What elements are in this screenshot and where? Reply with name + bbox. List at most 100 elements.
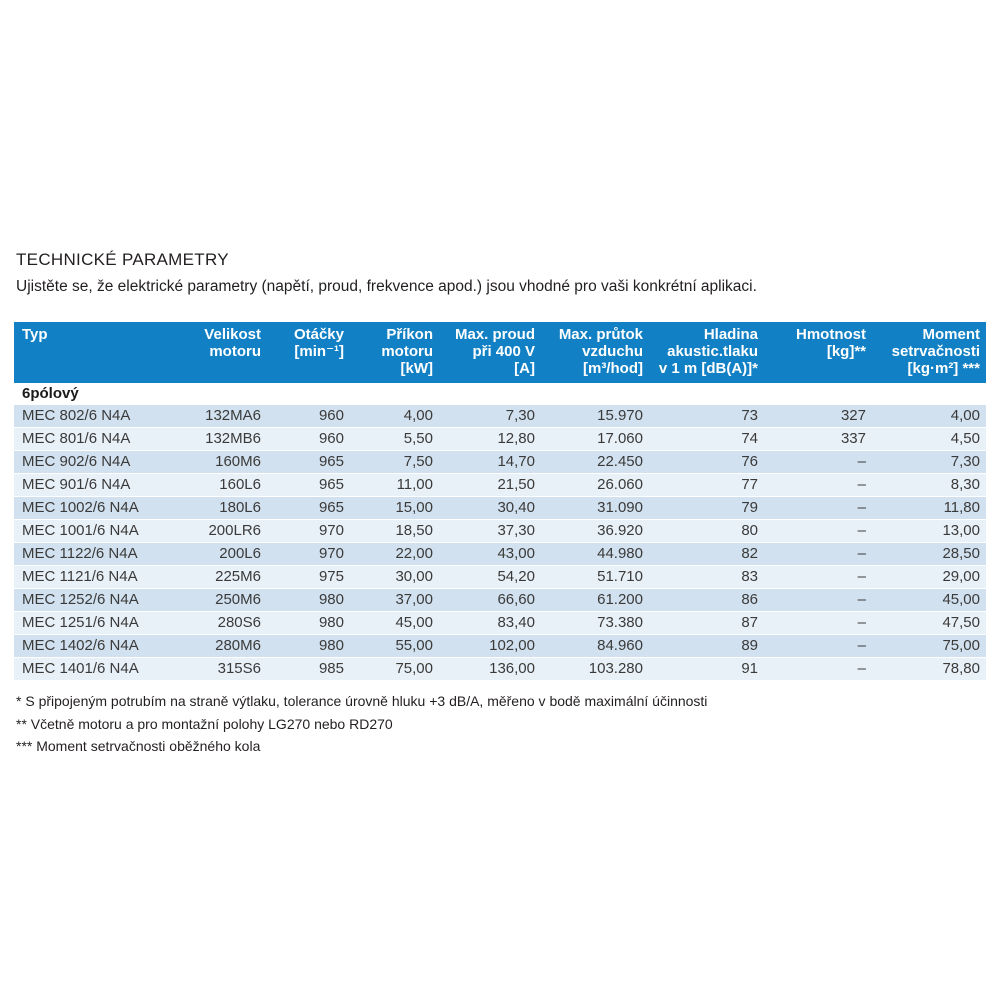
column-header-line: [kg·m²] *** (907, 360, 980, 377)
column-header-line: při 400 V (472, 343, 535, 360)
table-cell: 11,80 (872, 497, 986, 520)
table-cell: 43,00 (439, 543, 541, 566)
table-cell: 970 (267, 520, 350, 543)
column-header-line: Otáčky (293, 326, 344, 343)
table-cell: MEC 1402/6 N4A (14, 635, 180, 658)
table-cell: 26.060 (541, 474, 649, 497)
column-header-line: akustic.tlaku (667, 343, 758, 360)
table-cell: 55,00 (350, 635, 439, 658)
table-cell: 980 (267, 635, 350, 658)
table-cell: 180L6 (180, 497, 267, 520)
column-header-max-proud: Max. proud při 400 V [A] (439, 322, 541, 383)
table-cell: 15,00 (350, 497, 439, 520)
section-row-label: 6pólový (14, 383, 986, 405)
table-cell: 36.920 (541, 520, 649, 543)
footnote-2: ** Včetně motoru a pro montažní polohy L… (16, 715, 393, 732)
column-header-line: [A] (514, 360, 535, 377)
table-cell: 280S6 (180, 612, 267, 635)
table-cell: 102,00 (439, 635, 541, 658)
table-cell: 136,00 (439, 658, 541, 681)
table-row: MEC 1401/6 N4A 315S6 985 75,00 136,00 103.280… (14, 658, 986, 681)
column-header-line: v 1 m [dB(A)]* (658, 360, 758, 377)
table-cell: 14,70 (439, 451, 541, 474)
table-cell: 970 (267, 543, 350, 566)
table-cell: MEC 1401/6 N4A (14, 658, 180, 681)
table-cell: MEC 1122/6 N4A (14, 543, 180, 566)
column-header-prikon-motoru: Příkon motoru [kW] (350, 322, 439, 383)
table-cell: 132MA6 (180, 405, 267, 428)
table-cell: 61.200 (541, 589, 649, 612)
page-title: TECHNICKÉ PARAMETRY (16, 250, 229, 269)
table-cell: 22,00 (350, 543, 439, 566)
table-row: MEC 802/6 N4A 132MA6 960 4,00 7,30 15.970 73 32… (14, 405, 986, 428)
table-cell: 965 (267, 474, 350, 497)
column-header-hladina-akust-tlaku: Hladina akustic.tlaku v 1 m [dB(A)]* (649, 322, 764, 383)
table-cell: 960 (267, 428, 350, 451)
table-cell: – (764, 635, 872, 658)
table-cell: MEC 802/6 N4A (14, 405, 180, 428)
table-cell: 86 (649, 589, 764, 612)
table-cell: 200L6 (180, 543, 267, 566)
table-cell: 980 (267, 589, 350, 612)
table-row: MEC 1252/6 N4A 250M6 980 37,00 66,60 61.200 86… (14, 589, 986, 612)
table-cell: – (764, 566, 872, 589)
table-cell: 250M6 (180, 589, 267, 612)
table-cell: 280M6 (180, 635, 267, 658)
table-cell: 337 (764, 428, 872, 451)
table-cell: MEC 1002/6 N4A (14, 497, 180, 520)
column-header-otacky: Otáčky [min⁻¹] (267, 322, 350, 383)
table-cell: 980 (267, 612, 350, 635)
table-cell: 83,40 (439, 612, 541, 635)
table-cell: 75,00 (350, 658, 439, 681)
table-cell: MEC 1251/6 N4A (14, 612, 180, 635)
table-row: MEC 1121/6 N4A 225M6 975 30,00 54,20 51.710 83… (14, 566, 986, 589)
table-cell: 12,80 (439, 428, 541, 451)
table-cell: MEC 901/6 N4A (14, 474, 180, 497)
table-cell: 132MB6 (180, 428, 267, 451)
column-header-line: motoru (209, 343, 261, 360)
table-cell: 200LR6 (180, 520, 267, 543)
table-cell: 77 (649, 474, 764, 497)
table-cell: 74 (649, 428, 764, 451)
column-header-line: motoru (381, 343, 433, 360)
table-cell: 51.710 (541, 566, 649, 589)
table-row: MEC 1402/6 N4A 280M6 980 55,00 102,00 84.960 8… (14, 635, 986, 658)
table-cell: 47,50 (872, 612, 986, 635)
section-row: 6pólový (14, 383, 986, 405)
table-cell: 5,50 (350, 428, 439, 451)
table-cell: 91 (649, 658, 764, 681)
table-header: Typ Velikost motoru Otáčky [min⁻¹] Příkon moto… (14, 322, 986, 383)
table-cell: 89 (649, 635, 764, 658)
table-cell: 82 (649, 543, 764, 566)
table-cell: 76 (649, 451, 764, 474)
table-cell: 103.280 (541, 658, 649, 681)
table-cell: 22.450 (541, 451, 649, 474)
table-row: MEC 901/6 N4A 160L6 965 11,00 21,50 26.060 77–… (14, 474, 986, 497)
table-cell: 327 (764, 405, 872, 428)
table-cell: – (764, 612, 872, 635)
column-header-hmotnost: Hmotnost [kg]** (764, 322, 872, 383)
table-cell: 30,40 (439, 497, 541, 520)
table-cell: 44.980 (541, 543, 649, 566)
table-cell: MEC 1001/6 N4A (14, 520, 180, 543)
table-cell: 45,00 (872, 589, 986, 612)
table-cell: 7,30 (439, 405, 541, 428)
column-header-line: Typ (22, 326, 48, 343)
table-row: MEC 1251/6 N4A 280S6 980 45,00 83,40 73.380 87… (14, 612, 986, 635)
column-header-typ: Typ (14, 322, 180, 383)
table-cell: 225M6 (180, 566, 267, 589)
table-row: MEC 1122/6 N4A 200L6 970 22,00 43,00 44.980 82… (14, 543, 986, 566)
table-cell: 13,00 (872, 520, 986, 543)
column-header-line: vzduchu (582, 343, 643, 360)
column-header-line: Moment (922, 326, 981, 343)
footnotes: * S připojeným potrubím na straně výtlak… (14, 690, 986, 758)
table-cell: 315S6 (180, 658, 267, 681)
table-cell: – (764, 474, 872, 497)
table-row: MEC 1001/6 N4A 200LR6 970 18,50 37,30 36.920 8… (14, 520, 986, 543)
footnote-1: * S připojeným potrubím na straně výtlak… (16, 693, 708, 709)
column-header-line: [m³/hod] (583, 360, 643, 377)
table-cell: MEC 902/6 N4A (14, 451, 180, 474)
table-cell: 21,50 (439, 474, 541, 497)
footnote-3: *** Moment setrvačnosti oběžného kola (16, 738, 261, 754)
table-cell: 7,30 (872, 451, 986, 474)
